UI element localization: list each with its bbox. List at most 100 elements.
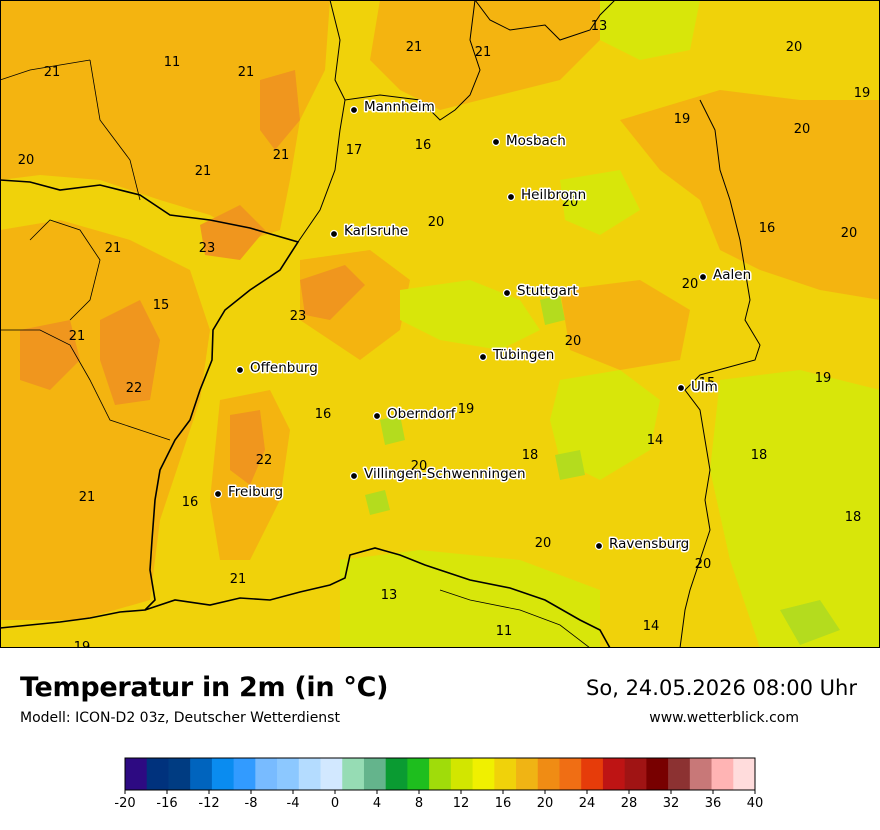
legend-tick-label: 12 (453, 796, 470, 811)
legend-swatch (711, 758, 734, 790)
value-label: 21 (195, 164, 212, 179)
value-label: 19 (815, 371, 832, 386)
legend-swatch (255, 758, 278, 790)
city-label: Aalen (713, 267, 751, 283)
cool-region-north-east (600, 0, 700, 60)
legend-swatch (168, 758, 191, 790)
warm-region-northwest (0, 0, 330, 240)
legend-tick-label: 4 (373, 796, 381, 811)
city-mosbach[interactable]: Mosbach (491, 132, 567, 151)
city-villingen-schwenningen[interactable]: Villingen-Schwenningen (349, 465, 527, 484)
value-label: 21 (273, 148, 290, 163)
value-label: 15 (153, 298, 170, 313)
city-label: Stuttgart (517, 283, 578, 299)
city-dot (502, 288, 512, 298)
city-oberndorf[interactable]: Oberndorf (372, 405, 458, 424)
city-karlsruhe[interactable]: Karlsruhe (329, 222, 410, 241)
value-label: 22 (256, 453, 273, 468)
country-border-switzerland (144, 547, 611, 648)
legend-swatch (581, 758, 604, 790)
state-border-rp (297, 99, 346, 243)
value-label: 20 (695, 557, 712, 572)
footer: Temperatur in 2m (in °C) Modell: ICON-D2… (0, 648, 880, 830)
legend-swatch (320, 758, 343, 790)
legend-frame (124, 757, 756, 791)
legend-tick-label: -16 (156, 796, 177, 811)
region-border-west-3 (89, 59, 141, 201)
city-heilbronn[interactable]: Heilbronn (506, 186, 588, 205)
state-border-hesse (329, 0, 481, 121)
city-dot (478, 352, 488, 362)
value-label: 21 (406, 40, 423, 55)
green-spot-1 (380, 415, 405, 445)
region-border-west-1 (0, 329, 171, 441)
legend-tick-label: 40 (747, 796, 764, 811)
city-label: Mannheim (364, 99, 435, 115)
value-label: 18 (522, 448, 539, 463)
country-border-france (0, 179, 300, 629)
value-label: 20 (794, 122, 811, 137)
website-link[interactable]: www.wetterblick.com (649, 710, 799, 726)
legend-swatch (450, 758, 473, 790)
legend-swatch (211, 758, 235, 790)
value-label: 13 (591, 19, 608, 34)
city-label: Karlsruhe (344, 223, 408, 239)
city-label: Mosbach (506, 133, 566, 149)
legend-swatch (624, 758, 647, 790)
green-spot-3 (555, 450, 585, 480)
lake-constance-border (439, 589, 591, 648)
city-dot (329, 229, 339, 239)
value-label: 11 (496, 624, 513, 639)
legend-swatch (537, 758, 560, 790)
city-ulm[interactable]: Ulm (676, 378, 719, 397)
green-spot-2 (540, 295, 565, 325)
legend-swatch (646, 758, 669, 790)
city-stuttgart[interactable]: Stuttgart (502, 282, 579, 301)
map-canvas: 13 21 21 20 21 11 21 19 19 20 20 16 17 2… (0, 0, 880, 648)
borders (0, 0, 761, 648)
warm-region-west (0, 220, 210, 620)
legend-tick-label: -8 (245, 796, 258, 811)
legend-swatch (689, 758, 712, 790)
value-label: 14 (643, 619, 660, 634)
legend-tick-label: 24 (579, 796, 596, 811)
warm-region-north (370, 0, 600, 110)
map-title: Temperatur in 2m (in °C) (20, 672, 389, 703)
value-label: 21 (230, 572, 247, 587)
model-info: Modell: ICON-D2 03z, Deutscher Wetterdie… (20, 710, 340, 726)
value-label: 15 (699, 376, 716, 391)
color-legend: -20 -16 -12 -8 -4 0 4 8 12 16 20 24 28 32 36 40 (114, 757, 764, 811)
forecast-datetime: So, 24.05.2026 08:00 Uhr (586, 676, 857, 700)
legend-swatch (559, 758, 582, 790)
value-label: 19 (854, 86, 871, 101)
value-label: 18 (751, 448, 768, 463)
value-label: 20 (535, 536, 552, 551)
hot-region-4 (230, 410, 265, 485)
hot-region-5 (20, 320, 80, 390)
city-dot (235, 365, 245, 375)
city-label: Ulm (691, 379, 718, 395)
value-label: 21 (69, 329, 86, 344)
city-tuebingen[interactable]: Tübingen (478, 346, 556, 365)
city-mannheim[interactable]: Mannheim (349, 98, 436, 117)
value-label: 21 (105, 241, 122, 256)
city-label: Oberndorf (387, 406, 457, 422)
legend-swatch (125, 758, 148, 790)
city-freiburg[interactable]: Freiburg (213, 483, 285, 502)
city-dot (698, 272, 708, 282)
legend-swatch (668, 758, 691, 790)
value-label: 20 (786, 40, 803, 55)
city-dot (372, 411, 382, 421)
value-label: 11 (164, 55, 181, 70)
city-dot (491, 137, 501, 147)
value-label: 19 (74, 640, 91, 648)
city-aalen[interactable]: Aalen (698, 266, 753, 285)
hot-region-6 (260, 70, 300, 150)
legend-tick-label: 32 (663, 796, 680, 811)
city-offenburg[interactable]: Offenburg (235, 359, 319, 378)
hot-region-3 (100, 300, 160, 405)
value-label: 17 (346, 143, 363, 158)
city-ravensburg[interactable]: Ravensburg (594, 535, 691, 554)
legend-swatch (342, 758, 365, 790)
value-label: 16 (182, 495, 199, 510)
